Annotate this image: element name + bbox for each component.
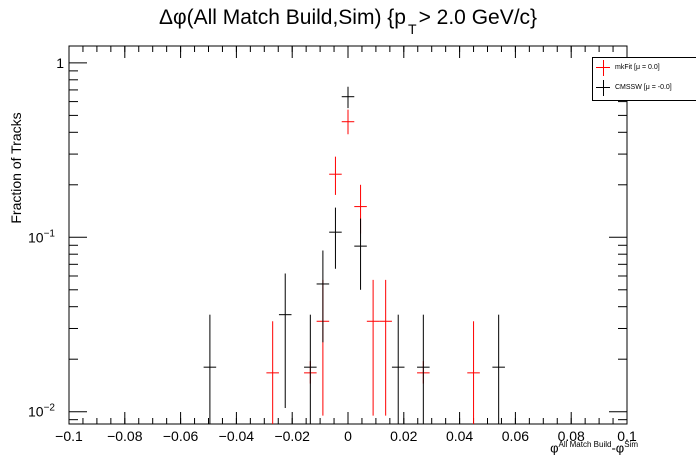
legend-label-cmssw: CMSSW [μ = -0.0] bbox=[615, 84, 672, 91]
x-tick-label: −0.08 bbox=[107, 428, 143, 444]
x-tick-label: −0.02 bbox=[274, 428, 310, 444]
chart-title-tail: > 2.0 GeV/c} bbox=[418, 6, 538, 29]
y-tick-label: 10−2 bbox=[28, 403, 55, 420]
legend-marker-mkfit bbox=[596, 60, 610, 76]
chart-title-subscript: T bbox=[408, 21, 417, 37]
series-mkfit bbox=[266, 109, 480, 424]
y-tick-label: 10−1 bbox=[28, 228, 55, 245]
legend-entry-mkfit: mkFit [μ = 0.0] bbox=[593, 58, 696, 78]
y-axis-label: Fraction of Tracks bbox=[8, 112, 24, 224]
chart-title: Δφ(All Match Build,Sim) {p T> 2.0 GeV/c} bbox=[0, 6, 696, 37]
y-tick-label: 1 bbox=[56, 55, 64, 71]
x-tick-label: −0.1 bbox=[55, 428, 83, 444]
legend-entry-cmssw: CMSSW [μ = -0.0] bbox=[593, 78, 696, 98]
legend: mkFit [μ = 0.0] CMSSW [μ = -0.0] bbox=[592, 57, 696, 101]
x-axis-label-sup2: Sim bbox=[624, 440, 638, 449]
x-axis-label-sup1: All Match Build bbox=[558, 440, 612, 449]
x-axis-label-mid: -φ bbox=[611, 440, 625, 456]
series-cmssw bbox=[203, 86, 505, 424]
x-axis-label-main: φ bbox=[550, 440, 559, 456]
legend-label-mkfit: mkFit [μ = 0.0] bbox=[615, 64, 660, 71]
x-tick-label: 0.1 bbox=[617, 428, 637, 444]
x-axis-label: φAll Match Build-φSim bbox=[550, 440, 638, 455]
x-tick-label: 0.06 bbox=[502, 428, 529, 444]
x-tick-label: 0.04 bbox=[446, 428, 473, 444]
x-tick-label: 0.08 bbox=[558, 428, 585, 444]
chart-title-main: Δφ(All Match Build,Sim) {p bbox=[158, 6, 406, 29]
x-tick-label: 0.02 bbox=[390, 428, 417, 444]
x-tick-label: −0.04 bbox=[219, 428, 255, 444]
x-tick-label: 0 bbox=[344, 428, 352, 444]
legend-marker-cmssw bbox=[596, 80, 610, 96]
x-tick-label: −0.06 bbox=[163, 428, 199, 444]
